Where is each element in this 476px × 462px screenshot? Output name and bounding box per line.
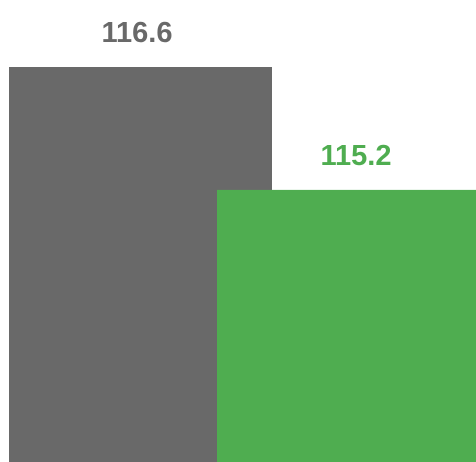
bar-1 [217,189,476,462]
data-label-1: 115.2 [321,140,392,172]
data-label-0: 116.6 [102,17,173,49]
